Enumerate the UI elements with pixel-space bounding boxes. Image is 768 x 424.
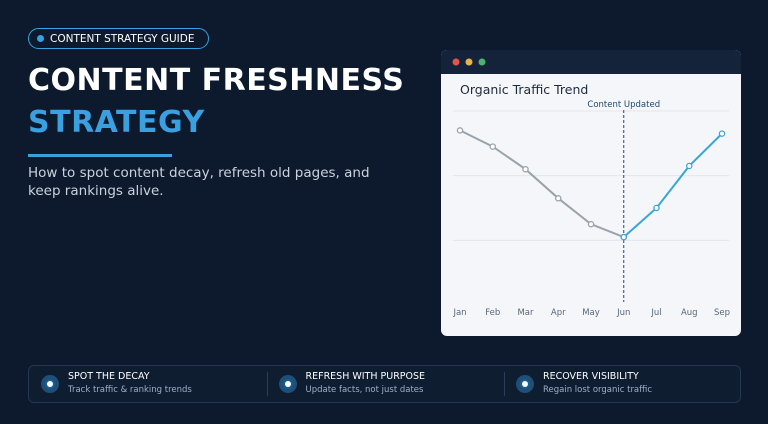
badge-text: CONTENT STRATEGY GUIDE bbox=[50, 33, 195, 45]
chart-title: Organic Traffic Trend bbox=[460, 82, 588, 97]
feature-text: Track traffic & ranking trends bbox=[68, 385, 192, 395]
feature-title: RECOVER VISIBILITY bbox=[543, 371, 639, 382]
x-tick-label: Sep bbox=[714, 308, 730, 318]
subtitle: How to spot content decay, refresh old p… bbox=[28, 165, 370, 199]
feature-divider bbox=[266, 372, 268, 396]
window-dot bbox=[465, 58, 473, 66]
line bbox=[623, 132, 723, 238]
feature-divider bbox=[504, 372, 505, 396]
feature-text: Update facts, not just dates bbox=[305, 385, 424, 395]
feature-title: REFRESH WITH PURPOSE bbox=[305, 371, 426, 382]
feature-icon bbox=[516, 375, 534, 393]
feature-title: SPOT THE DECAY bbox=[68, 371, 150, 382]
x-tick-label: Jul bbox=[650, 308, 661, 318]
annotation-label: Content Updated bbox=[587, 100, 660, 110]
window-bar bbox=[441, 50, 741, 74]
point bbox=[653, 204, 660, 212]
divider bbox=[28, 154, 172, 157]
title-accent: STRATEGY bbox=[28, 105, 205, 140]
x-tick-label: Mar bbox=[517, 308, 534, 318]
feature-text: Regain lost organic traffic bbox=[543, 385, 653, 395]
point bbox=[489, 143, 497, 150]
point bbox=[522, 165, 529, 173]
chart: Organic Traffic Trend Jan Feb Mar Apr May Jun… bbox=[441, 50, 741, 336]
point bbox=[685, 162, 693, 170]
point bbox=[555, 195, 562, 202]
x-tick-label: Jan bbox=[452, 308, 466, 318]
point bbox=[587, 220, 595, 228]
x-tick-label: Aug bbox=[681, 308, 698, 318]
feature-icon bbox=[278, 375, 297, 393]
badge: CONTENT STRATEGY GUIDE bbox=[28, 28, 209, 49]
badge-dot bbox=[37, 35, 44, 42]
window-dot bbox=[478, 58, 486, 66]
x-tick-label: May bbox=[582, 308, 600, 318]
x-tick-label: Jun bbox=[616, 308, 630, 318]
x-tick-label: Apr bbox=[551, 308, 566, 318]
feature-bar: SPOT THE DECAY Track traffic & ranking tr… bbox=[28, 365, 741, 403]
point bbox=[718, 130, 726, 137]
chart-panel bbox=[441, 50, 741, 336]
title: CONTENT FRESHNESS bbox=[28, 63, 405, 98]
point bbox=[456, 127, 464, 134]
window-dot bbox=[452, 58, 460, 66]
feature-icon bbox=[41, 375, 59, 393]
point bbox=[620, 233, 627, 241]
x-tick-label: Feb bbox=[485, 308, 500, 318]
line bbox=[459, 129, 625, 239]
